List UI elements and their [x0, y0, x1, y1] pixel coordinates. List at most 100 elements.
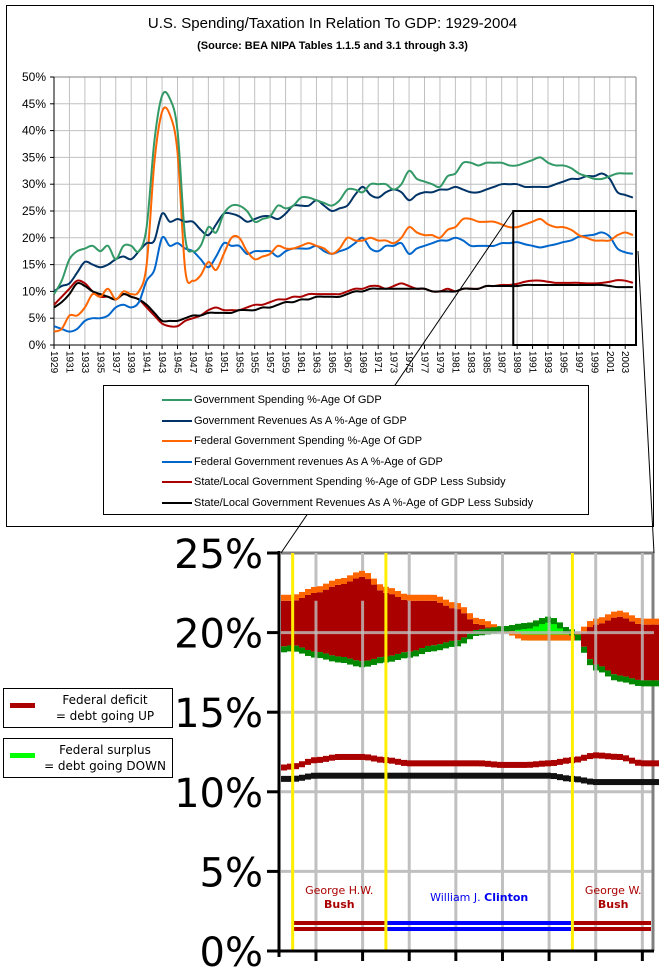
deficit-fill	[425, 600, 431, 646]
federal-revenue-step	[413, 650, 419, 657]
zoom-connector-right	[637, 250, 655, 554]
federal-revenue-step	[563, 627, 569, 634]
deficit-fill	[305, 594, 311, 650]
federal-spending-step	[605, 614, 611, 621]
federal-spending-step	[647, 618, 653, 625]
state-revenue-step	[407, 772, 413, 779]
state-spending-step	[443, 760, 449, 767]
president-term-bar	[385, 927, 573, 931]
federal-revenue-step	[527, 622, 533, 629]
state-revenue-step	[335, 772, 341, 779]
federal-revenue-step	[557, 622, 563, 629]
deficit-fill	[587, 627, 593, 660]
x-tick-label: 1985	[480, 351, 491, 374]
president-first-name: George W.	[584, 884, 642, 897]
state-revenue-step	[455, 772, 461, 779]
x-tick-label: 1973	[388, 351, 399, 374]
state-spending-step	[359, 753, 365, 760]
state-revenue-step	[425, 772, 431, 779]
state-spending-step	[611, 753, 617, 760]
state-spending-step	[521, 761, 527, 768]
federal-spending-step	[377, 584, 383, 591]
state-spending-step	[533, 761, 539, 768]
state-spending-step	[575, 756, 581, 763]
deficit-fill	[641, 624, 647, 681]
x-tick-label: 1949	[202, 351, 213, 374]
federal-revenue-step	[521, 623, 527, 630]
state-revenue-step	[287, 775, 293, 782]
federal-revenue-step	[599, 666, 605, 673]
state-spending-step	[401, 759, 407, 766]
federal-revenue-step	[575, 634, 581, 641]
inset-y-tick-label: 20%	[174, 612, 263, 658]
federal-spending-step	[599, 617, 605, 624]
deficit-fill	[611, 617, 617, 675]
federal-spending-step	[293, 594, 299, 601]
state-revenue-step	[497, 772, 503, 779]
federal-spending-step	[401, 593, 407, 600]
x-tick-label: 1931	[63, 351, 74, 374]
federal-spending-step	[461, 607, 467, 614]
inset-y-tick-label: 0%	[200, 930, 263, 970]
x-tick-label: 1977	[419, 351, 430, 374]
president-term-bar	[572, 927, 651, 931]
inset-deficit-surplus-fill	[281, 576, 659, 681]
state-revenue-step	[539, 772, 545, 779]
x-tick-label: 1997	[573, 351, 584, 374]
president-label: George H.W. Bush	[293, 884, 386, 912]
legend-swatch	[162, 399, 192, 401]
state-revenue-step	[353, 772, 359, 779]
president-label: William J. Clinton	[386, 891, 573, 905]
state-spending-step	[425, 760, 431, 767]
federal-spending-step	[539, 634, 545, 641]
deficit-fill	[335, 584, 341, 657]
main-series	[53, 90, 634, 333]
inset-y-tick-label: 25%	[174, 532, 263, 578]
y-tick-label: 0%	[29, 338, 47, 352]
state-revenue-step	[341, 772, 347, 779]
surplus-swatch	[10, 753, 35, 758]
zoom-region-box	[512, 210, 638, 346]
y-tick-label: 30%	[22, 177, 46, 191]
state-spending-step	[389, 757, 395, 764]
x-tick-label: 1933	[79, 351, 90, 374]
federal-revenue-step	[443, 642, 449, 649]
x-tick-label: 1965	[326, 351, 337, 374]
series-line-6	[53, 282, 633, 323]
federal-spending-step	[365, 573, 371, 580]
federal-spending-step	[449, 602, 455, 609]
x-tick-label: 1957	[264, 351, 275, 374]
legend-label: State/Local Government Revenues As A %-A…	[194, 496, 534, 509]
state-spending-step	[605, 753, 611, 760]
federal-revenue-step	[365, 660, 371, 667]
state-revenue-step	[329, 772, 335, 779]
federal-spending-step	[581, 626, 587, 633]
state-spending-step	[293, 763, 299, 770]
federal-spending-step	[587, 621, 593, 628]
deficit-fill	[443, 605, 449, 643]
federal-spending-step	[617, 610, 623, 617]
legend-swatch	[162, 481, 192, 483]
deficit-fill	[371, 584, 377, 659]
state-spending-step	[431, 760, 437, 767]
state-spending-step	[335, 753, 341, 760]
deficit-fill	[389, 594, 395, 656]
deficit-fill	[617, 616, 623, 676]
state-spending-step	[563, 757, 569, 764]
state-revenue-step	[491, 772, 497, 779]
federal-revenue-step	[587, 659, 593, 666]
inset-y-tick-label: 5%	[200, 850, 263, 896]
x-tick-label: 1953	[233, 351, 244, 374]
state-spending-step	[407, 760, 413, 767]
x-tick-label: 1929	[48, 351, 59, 374]
state-revenue-step	[473, 772, 479, 779]
x-tick-label: 1969	[357, 351, 368, 374]
federal-revenue-step	[455, 640, 461, 647]
state-spending-step	[371, 755, 377, 762]
x-tick-label: 1975	[403, 351, 414, 374]
president-last-name: Bush	[597, 898, 629, 911]
state-spending-step	[527, 761, 533, 768]
state-spending-step	[317, 756, 323, 763]
deficit-fill	[485, 627, 491, 629]
state-revenue-step	[629, 779, 635, 786]
